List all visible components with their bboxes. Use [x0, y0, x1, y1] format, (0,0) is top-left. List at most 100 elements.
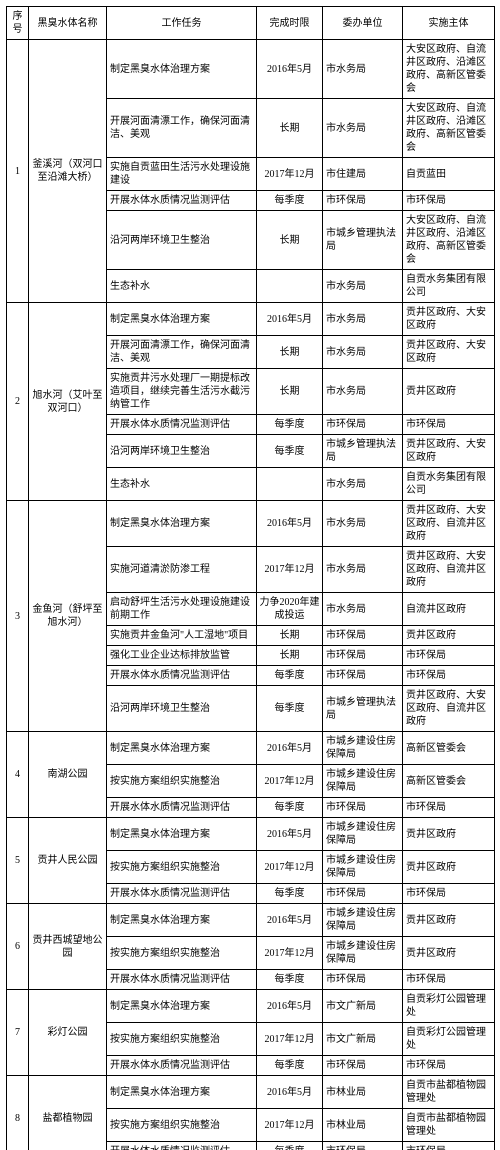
cell-date — [257, 468, 323, 501]
cell-owner: 市环保局 — [323, 1056, 403, 1076]
cell-impl: 自贡彩灯公园管理处 — [403, 990, 495, 1023]
cell-owner: 市水务局 — [323, 593, 403, 626]
col-header-task: 工作任务 — [107, 7, 257, 40]
cell-date: 2017年12月 — [257, 851, 323, 884]
cell-owner: 市城乡建设住房保障局 — [323, 904, 403, 937]
cell-owner: 市水务局 — [323, 336, 403, 369]
cell-date: 2017年12月 — [257, 547, 323, 593]
cell-owner: 市城乡建设住房保障局 — [323, 851, 403, 884]
cell-task: 制定黑臭水体治理方案 — [107, 40, 257, 99]
cell-impl: 自贡市盐都植物园管理处 — [403, 1109, 495, 1142]
cell-idx: 4 — [7, 732, 29, 818]
cell-impl: 贡井区政府、大安区政府、自流井区政府 — [403, 501, 495, 547]
cell-task: 制定黑臭水体治理方案 — [107, 818, 257, 851]
cell-impl: 高新区管委会 — [403, 732, 495, 765]
col-header-date: 完成时限 — [257, 7, 323, 40]
cell-impl: 市环保局 — [403, 970, 495, 990]
cell-date: 每季度 — [257, 415, 323, 435]
cell-date: 2017年12月 — [257, 158, 323, 191]
table-row: 5贡井人民公园制定黑臭水体治理方案2016年5月市城乡建设住房保障局贡井区政府 — [7, 818, 495, 851]
cell-owner: 市水务局 — [323, 501, 403, 547]
cell-owner: 市城乡管理执法局 — [323, 686, 403, 732]
cell-date: 长期 — [257, 646, 323, 666]
cell-impl: 贡井区政府、大安区政府 — [403, 435, 495, 468]
cell-impl: 贡井区政府、大安区政府、自流井区政府 — [403, 547, 495, 593]
cell-task: 实施贡井污水处理厂一期提标改造项目，继续完善生活污水截污纳管工作 — [107, 369, 257, 415]
cell-date: 长期 — [257, 211, 323, 270]
cell-owner: 市水务局 — [323, 270, 403, 303]
cell-task: 按实施方案组织实施整治 — [107, 937, 257, 970]
cell-task: 按实施方案组织实施整治 — [107, 1023, 257, 1056]
cell-date: 每季度 — [257, 1056, 323, 1076]
cell-owner: 市环保局 — [323, 626, 403, 646]
cell-task: 实施自贡蓝田生活污水处理设施建设 — [107, 158, 257, 191]
cell-date: 长期 — [257, 626, 323, 646]
table-row: 2旭水河（艾叶至双河口）制定黑臭水体治理方案2016年5月市水务局贡井区政府、大… — [7, 303, 495, 336]
cell-date: 长期 — [257, 336, 323, 369]
cell-date: 2016年5月 — [257, 818, 323, 851]
cell-name: 贡井西城望地公园 — [29, 904, 107, 990]
cell-date: 每季度 — [257, 1142, 323, 1150]
cell-task: 制定黑臭水体治理方案 — [107, 990, 257, 1023]
cell-impl: 贡井区政府、大安区政府、自流井区政府 — [403, 686, 495, 732]
cell-impl: 贡井区政府 — [403, 626, 495, 646]
cell-impl: 贡井区政府 — [403, 818, 495, 851]
cell-task: 制定黑臭水体治理方案 — [107, 1076, 257, 1109]
cell-task: 开展水体水质情况监测评估 — [107, 1056, 257, 1076]
cell-task: 强化工业企业达标排放监管 — [107, 646, 257, 666]
cell-owner: 市城乡管理执法局 — [323, 435, 403, 468]
table-row: 4南湖公园制定黑臭水体治理方案2016年5月市城乡建设住房保障局高新区管委会 — [7, 732, 495, 765]
table-body: 1釜溪河（双河口至沿滩大桥）制定黑臭水体治理方案2016年5月市水务局大安区政府… — [7, 40, 495, 1150]
cell-date: 每季度 — [257, 191, 323, 211]
cell-owner: 市水务局 — [323, 40, 403, 99]
cell-impl: 贡井区政府 — [403, 369, 495, 415]
cell-impl: 高新区管委会 — [403, 765, 495, 798]
cell-idx: 6 — [7, 904, 29, 990]
cell-impl: 自流井区政府 — [403, 593, 495, 626]
cell-name: 釜溪河（双河口至沿滩大桥） — [29, 40, 107, 303]
cell-task: 按实施方案组织实施整治 — [107, 765, 257, 798]
cell-owner: 市水务局 — [323, 468, 403, 501]
cell-owner: 市水务局 — [323, 369, 403, 415]
cell-owner: 市环保局 — [323, 646, 403, 666]
cell-task: 开展河面清漂工作，确保河面清洁、美观 — [107, 336, 257, 369]
cell-impl: 市环保局 — [403, 884, 495, 904]
cell-task: 制定黑臭水体治理方案 — [107, 732, 257, 765]
cell-task: 制定黑臭水体治理方案 — [107, 303, 257, 336]
cell-task: 开展河面清漂工作，确保河面清洁、美观 — [107, 99, 257, 158]
remediation-table: 序号 黑臭水体名称 工作任务 完成时限 委办单位 实施主体 1釜溪河（双河口至沿… — [6, 6, 495, 1150]
cell-task: 开展水体水质情况监测评估 — [107, 970, 257, 990]
cell-date: 力争2020年建成投运 — [257, 593, 323, 626]
cell-task: 实施河道清淤防渗工程 — [107, 547, 257, 593]
cell-impl: 市环保局 — [403, 798, 495, 818]
cell-date: 2016年5月 — [257, 904, 323, 937]
cell-owner: 市城乡建设住房保障局 — [323, 818, 403, 851]
cell-date: 2016年5月 — [257, 732, 323, 765]
cell-impl: 自贡水务集团有限公司 — [403, 468, 495, 501]
cell-impl: 自贡水务集团有限公司 — [403, 270, 495, 303]
cell-name: 金鱼河（舒坪至旭水河） — [29, 501, 107, 732]
cell-task: 开展水体水质情况监测评估 — [107, 415, 257, 435]
cell-impl: 贡井区政府 — [403, 904, 495, 937]
cell-impl: 市环保局 — [403, 1056, 495, 1076]
cell-owner: 市水务局 — [323, 99, 403, 158]
cell-owner: 市林业局 — [323, 1109, 403, 1142]
cell-impl: 大安区政府、自流井区政府、沿滩区政府、高新区管委会 — [403, 99, 495, 158]
cell-date: 每季度 — [257, 666, 323, 686]
cell-owner: 市文广新局 — [323, 1023, 403, 1056]
table-row: 7彩灯公园制定黑臭水体治理方案2016年5月市文广新局自贡彩灯公园管理处 — [7, 990, 495, 1023]
cell-name: 贡井人民公园 — [29, 818, 107, 904]
cell-task: 沿河两岸环境卫生整治 — [107, 435, 257, 468]
cell-owner: 市城乡建设住房保障局 — [323, 765, 403, 798]
cell-date: 长期 — [257, 369, 323, 415]
cell-date: 2017年12月 — [257, 1109, 323, 1142]
cell-owner: 市水务局 — [323, 303, 403, 336]
cell-owner: 市环保局 — [323, 798, 403, 818]
cell-impl: 贡井区政府、大安区政府 — [403, 303, 495, 336]
cell-task: 沿河两岸环境卫生整治 — [107, 686, 257, 732]
cell-date: 每季度 — [257, 435, 323, 468]
cell-owner: 市城乡建设住房保障局 — [323, 732, 403, 765]
table-header-row: 序号 黑臭水体名称 工作任务 完成时限 委办单位 实施主体 — [7, 7, 495, 40]
cell-date: 2016年5月 — [257, 40, 323, 99]
cell-date: 2017年12月 — [257, 937, 323, 970]
